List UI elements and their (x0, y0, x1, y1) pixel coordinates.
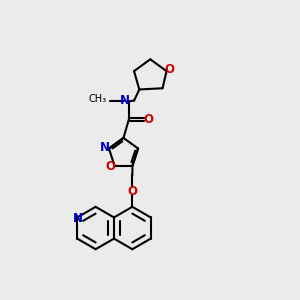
Text: O: O (164, 63, 175, 76)
Text: N: N (73, 212, 82, 225)
Text: O: O (127, 185, 137, 198)
Text: N: N (100, 141, 110, 154)
Text: CH₃: CH₃ (88, 94, 106, 104)
Text: O: O (143, 113, 153, 126)
Text: N: N (120, 94, 130, 107)
Text: O: O (105, 160, 116, 173)
